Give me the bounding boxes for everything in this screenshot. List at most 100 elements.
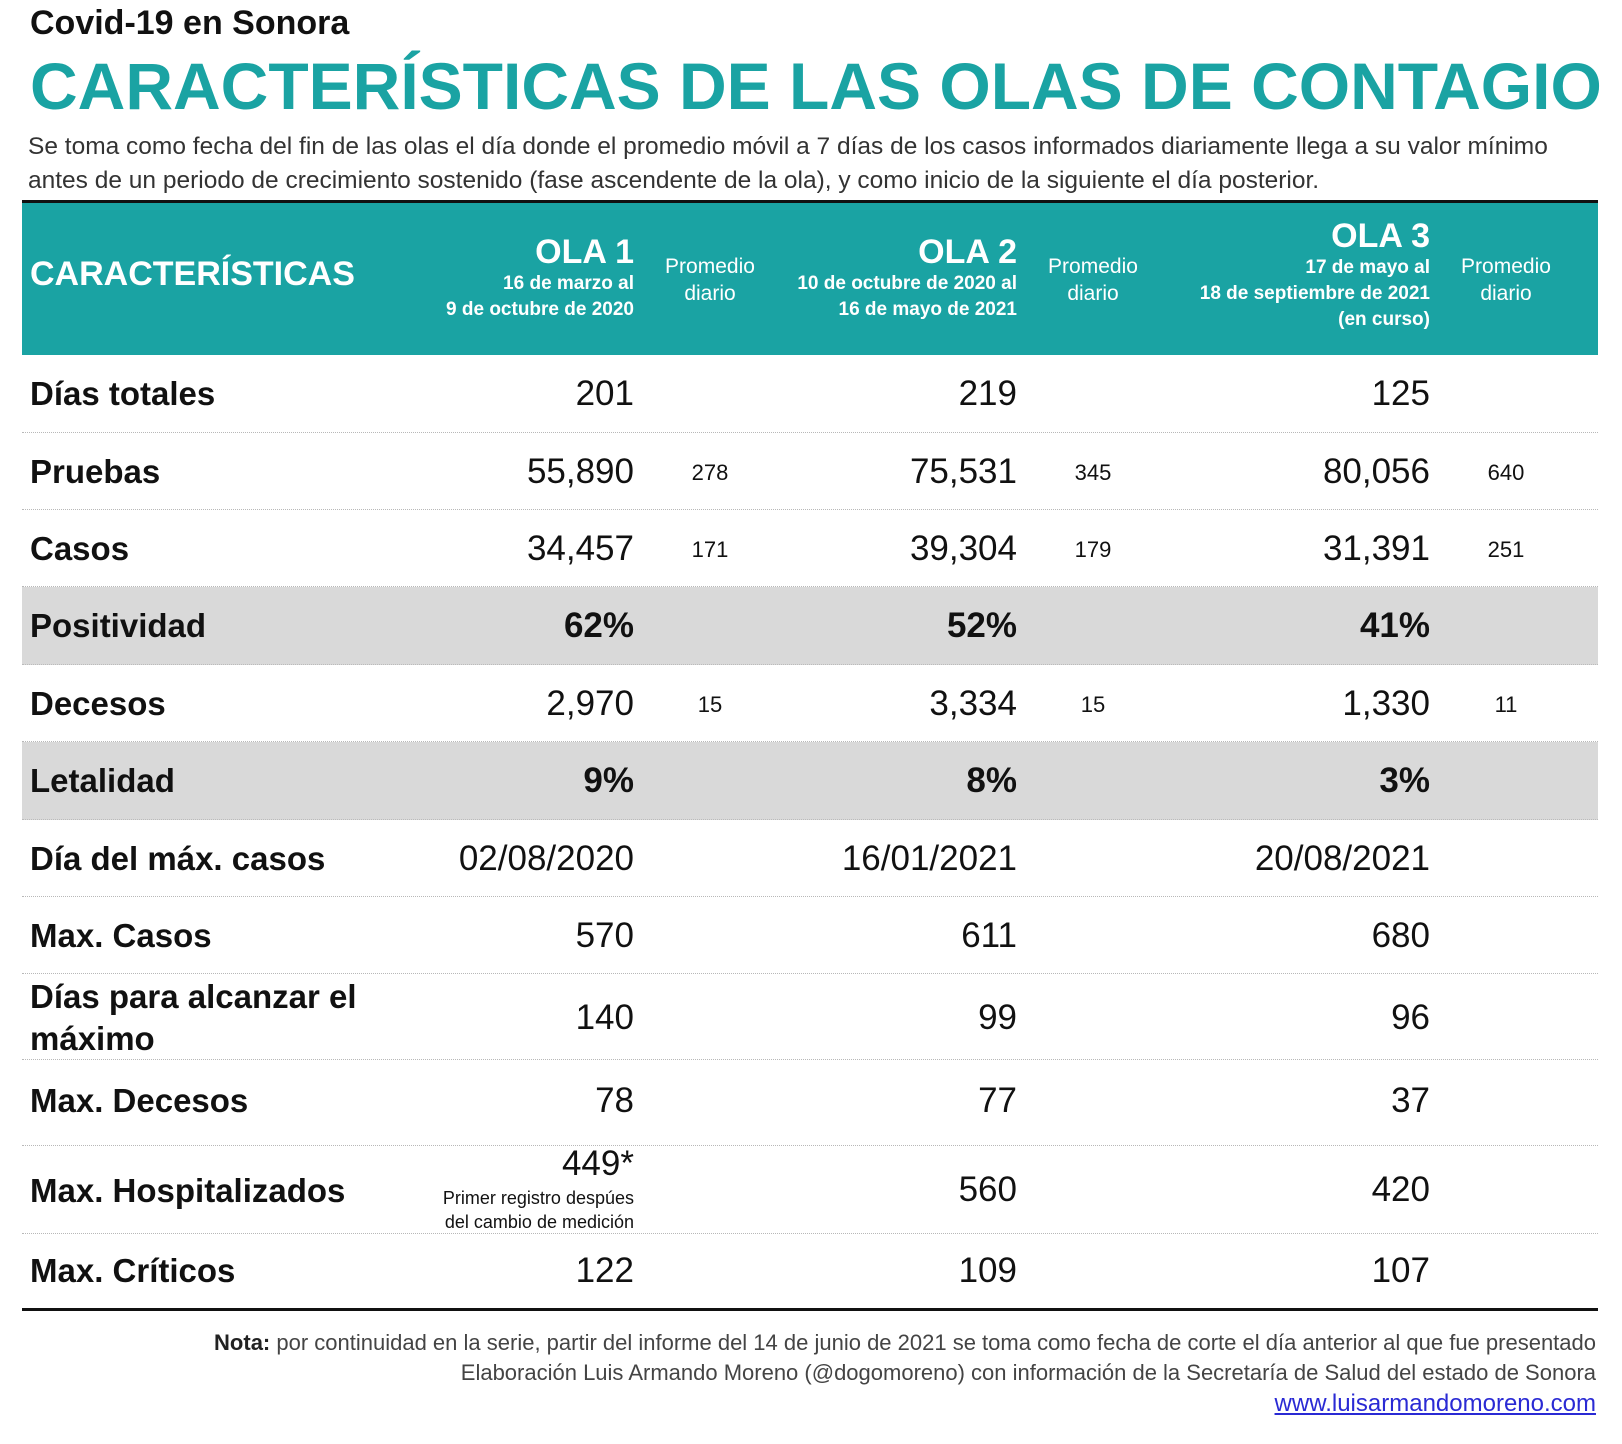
- table-row: Día del máx. casos 02/08/2020 16/01/2021…: [22, 820, 1598, 897]
- page-title: CARACTERÍSTICAS DE LAS OLAS DE CONTAGIO: [30, 49, 1602, 123]
- ola-1-value: 449*: [561, 1144, 634, 1183]
- row-label-line: Días para alcanzar el: [30, 978, 357, 1015]
- table-row: Pruebas 55,890 278 75,531 345 80,056 640: [22, 433, 1598, 510]
- kicker-title: Covid-19 en Sonora: [30, 4, 350, 42]
- ola-range-line: 9 de octubre de 2020: [446, 299, 634, 320]
- ola-1-value: 62%: [563, 606, 634, 645]
- promedio-line: diario: [1480, 282, 1532, 305]
- ola-3-value: 41%: [1359, 606, 1430, 645]
- ola-2-value: 52%: [946, 606, 1017, 645]
- ola-3-value: 37: [1391, 1081, 1430, 1120]
- ola-3-value: 3%: [1379, 761, 1430, 800]
- ola-2-value: 77: [978, 1081, 1017, 1120]
- table-row: Max. Decesos 78 77 37: [22, 1060, 1598, 1146]
- ola-1-value: 122: [575, 1251, 634, 1290]
- row-label: Max. Críticos: [30, 1252, 236, 1289]
- footer-link-wrap: www.luisarmandomoreno.com: [1275, 1390, 1596, 1418]
- ola-2-value: 109: [958, 1251, 1017, 1290]
- table-row-highlight: Positividad 62% 52% 41%: [22, 587, 1598, 665]
- table-row: Max. Críticos 122 109 107: [22, 1234, 1598, 1308]
- table-row-highlight: Letalidad 9% 8% 3%: [22, 742, 1598, 820]
- ola-3-daily: 640: [1487, 460, 1525, 485]
- ola-1-value: 2,970: [546, 684, 634, 723]
- ola-3-value: 420: [1371, 1170, 1430, 1209]
- footnote-line: Primer registro despúes: [442, 1188, 634, 1208]
- ola-3-value: 125: [1371, 374, 1430, 413]
- row-label: Letalidad: [30, 762, 175, 799]
- subtitle: Se toma como fecha del fin de las olas e…: [28, 133, 1548, 194]
- ola-1-value: 55,890: [526, 452, 634, 491]
- table-row: Decesos 2,970 15 3,334 15 1,330 11: [22, 665, 1598, 742]
- ola-1-value: 02/08/2020: [458, 839, 634, 878]
- row-label: Decesos: [30, 685, 166, 722]
- ola-2-heading: OLA 2 10 de octubre de 2020 al 16 de may…: [637, 233, 1017, 323]
- promedio-heading: Promedio diario: [1038, 253, 1148, 307]
- ola-range-line: 16 de mayo de 2021: [838, 299, 1018, 320]
- promedio-line: diario: [684, 282, 736, 305]
- footnote-line: del cambio de medición: [444, 1212, 634, 1232]
- ola-range-line: (en curso): [1338, 309, 1430, 330]
- row-label: Días totales: [30, 375, 216, 412]
- ola-1-footnote: Primer registro despúes del cambio de me…: [294, 1186, 634, 1234]
- ola-1-heading: OLA 1 16 de marzo al 9 de octubre de 202…: [254, 233, 634, 323]
- row-label: Max. Casos: [30, 917, 212, 954]
- ola-3-daily: 11: [1494, 692, 1518, 717]
- ola-3-value: 680: [1371, 916, 1430, 955]
- ola-2-value: 219: [958, 374, 1017, 413]
- ola-2-value: 75,531: [909, 452, 1017, 491]
- promedio-line: Promedio: [1048, 255, 1138, 278]
- ola-2-daily: 179: [1074, 537, 1112, 562]
- ola-1-value: 201: [575, 374, 634, 413]
- ola-range-line: 18 de septiembre de 2021: [1199, 283, 1430, 304]
- ola-range-line: 10 de octubre de 2020 al: [797, 273, 1017, 294]
- ola-2-daily: 15: [1080, 692, 1106, 717]
- ola-3-value: 31,391: [1322, 529, 1430, 568]
- ola-name: OLA 2: [918, 233, 1017, 271]
- ola-1-value: 140: [575, 998, 634, 1037]
- ola-1-daily: 171: [691, 537, 729, 562]
- ola-2-value: 8%: [966, 761, 1017, 800]
- row-label: Casos: [30, 530, 130, 567]
- promedio-line: Promedio: [665, 255, 755, 278]
- row-label-line: máximo: [30, 1020, 155, 1057]
- ola-3-value: 80,056: [1322, 452, 1430, 491]
- promedio-heading: Promedio diario: [655, 253, 765, 307]
- ola-3-daily: 251: [1487, 537, 1525, 562]
- characteristics-heading: CARACTERÍSTICAS: [30, 255, 355, 293]
- ola-3-value: 107: [1371, 1251, 1430, 1290]
- row-label: Max. Decesos: [30, 1082, 249, 1119]
- table-row: Días totales 201 219 125: [22, 355, 1598, 433]
- row-label: Día del máx. casos: [30, 840, 326, 877]
- promedio-line: diario: [1067, 282, 1119, 305]
- table-row: Casos 34,457 171 39,304 179 31,391 251: [22, 510, 1598, 587]
- footer-credit: Elaboración Luis Armando Moreno (@dogomo…: [460, 1360, 1596, 1385]
- ola-range-line: 17 de mayo al: [1305, 257, 1430, 278]
- ola-2-value: 16/01/2021: [841, 839, 1017, 878]
- ola-3-heading: OLA 3 17 de mayo al 18 de septiembre de …: [1050, 217, 1430, 333]
- ola-1-daily: 15: [697, 692, 723, 717]
- website-link[interactable]: www.luisarmandomoreno.com: [1274, 1390, 1596, 1417]
- ola-1-value: 9%: [583, 761, 634, 800]
- ola-2-value: 611: [961, 916, 1017, 955]
- top-rule: [22, 200, 1598, 203]
- promedio-heading: Promedio diario: [1451, 253, 1561, 307]
- row-label: Positividad: [30, 607, 207, 644]
- ola-3-value: 1,330: [1342, 684, 1430, 723]
- ola-1-value: 34,457: [526, 529, 634, 568]
- ola-3-value: 96: [1391, 998, 1430, 1037]
- ola-2-value: 99: [978, 998, 1017, 1037]
- ola-2-value: 560: [958, 1170, 1017, 1209]
- ola-name: OLA 3: [1331, 217, 1430, 255]
- bottom-rule: [22, 1308, 1598, 1311]
- row-label: Max. Hospitalizados: [30, 1172, 346, 1209]
- table-row: Días para alcanzar el máximo 140 99 96: [22, 974, 1598, 1060]
- ola-1-value: 570: [575, 916, 634, 955]
- ola-2-value: 39,304: [909, 529, 1017, 568]
- promedio-line: Promedio: [1461, 255, 1551, 278]
- ola-1-daily: 278: [691, 460, 729, 485]
- row-label: Pruebas: [30, 453, 161, 490]
- ola-2-daily: 345: [1074, 460, 1112, 485]
- row-label: Días para alcanzar el máximo: [30, 976, 357, 1060]
- table-header: CARACTERÍSTICAS OLA 1 16 de marzo al 9 d…: [22, 203, 1598, 355]
- table-row: Max. Casos 570 611 680: [22, 897, 1598, 974]
